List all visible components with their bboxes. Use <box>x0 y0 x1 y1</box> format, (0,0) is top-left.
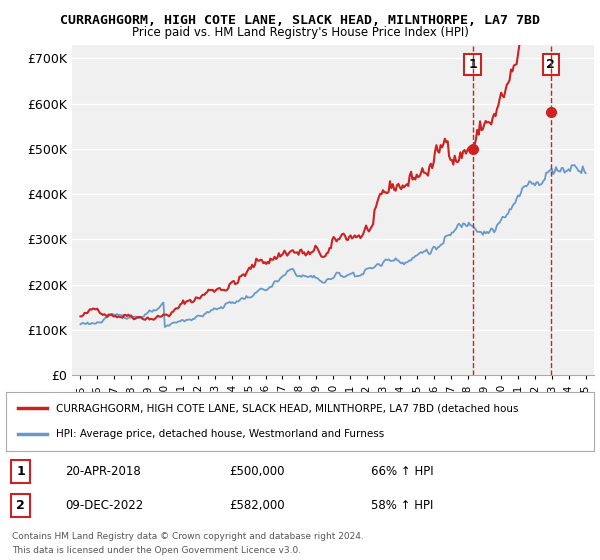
Text: 20-APR-2018: 20-APR-2018 <box>65 465 140 478</box>
Text: This data is licensed under the Open Government Licence v3.0.: This data is licensed under the Open Gov… <box>12 546 301 555</box>
Text: 2: 2 <box>16 499 25 512</box>
Text: 1: 1 <box>16 465 25 478</box>
Text: CURRAGHGORM, HIGH COTE LANE, SLACK HEAD, MILNTHORPE, LA7 7BD (detached hous: CURRAGHGORM, HIGH COTE LANE, SLACK HEAD,… <box>56 403 518 413</box>
Text: £500,000: £500,000 <box>229 465 285 478</box>
Text: 58% ↑ HPI: 58% ↑ HPI <box>371 499 433 512</box>
Text: Contains HM Land Registry data © Crown copyright and database right 2024.: Contains HM Land Registry data © Crown c… <box>12 532 364 541</box>
Text: CURRAGHGORM, HIGH COTE LANE, SLACK HEAD, MILNTHORPE, LA7 7BD: CURRAGHGORM, HIGH COTE LANE, SLACK HEAD,… <box>60 14 540 27</box>
Text: 66% ↑ HPI: 66% ↑ HPI <box>371 465 433 478</box>
Text: 1: 1 <box>468 58 477 71</box>
Text: 2: 2 <box>547 58 555 71</box>
Text: £582,000: £582,000 <box>229 499 285 512</box>
Text: Price paid vs. HM Land Registry's House Price Index (HPI): Price paid vs. HM Land Registry's House … <box>131 26 469 39</box>
Text: HPI: Average price, detached house, Westmorland and Furness: HPI: Average price, detached house, West… <box>56 430 384 440</box>
Text: 09-DEC-2022: 09-DEC-2022 <box>65 499 143 512</box>
